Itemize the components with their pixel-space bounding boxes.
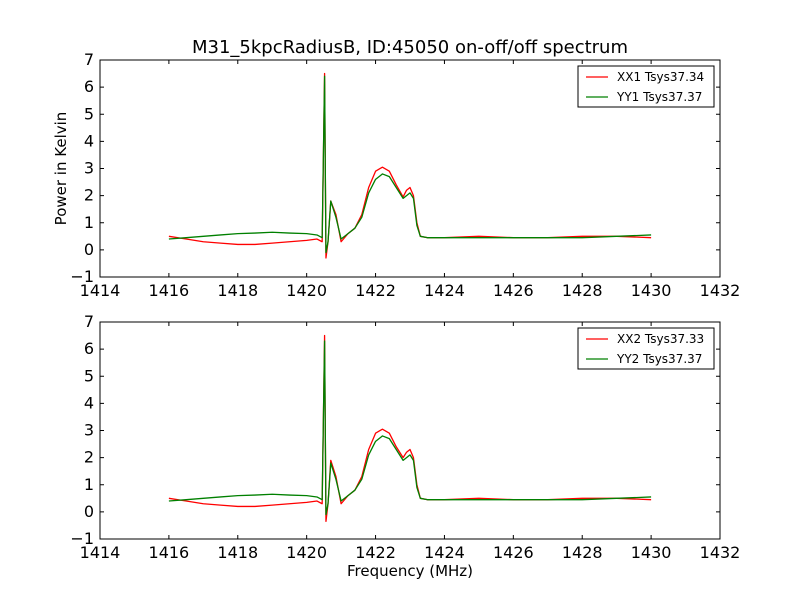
x-tick-label: 1424 — [424, 543, 465, 562]
x-tick-label: 1422 — [355, 281, 396, 300]
y-tick-label: 5 — [84, 104, 94, 123]
y-tick-label: 1 — [84, 475, 94, 494]
y-tick-label: 7 — [84, 50, 94, 69]
x-tick-label: 1426 — [493, 281, 534, 300]
y-tick-label: 2 — [84, 186, 94, 205]
legend-frame — [577, 327, 715, 370]
y-tick-label: 2 — [84, 448, 94, 467]
x-tick-label: 1428 — [562, 281, 603, 300]
legend: XX2 Tsys37.33 YY2 Tsys37.37 — [577, 327, 715, 370]
x-tick-label: 1426 — [493, 543, 534, 562]
y-tick-label: 4 — [84, 393, 94, 412]
series-line-2 — [168, 340, 652, 516]
y-axis-label: Power in Kelvin — [52, 112, 70, 226]
legend-entry: XX1 Tsys37.34 — [617, 70, 704, 84]
x-tick-label: 1414 — [80, 281, 121, 300]
y-tick-label: 6 — [84, 77, 94, 96]
y-tick-label: 3 — [84, 421, 94, 440]
spectrum-panel-1: 1414 1416 1418 1420 1422 1424 1426 1428 1430 1432… — [52, 50, 740, 300]
series-line-2 — [168, 75, 652, 254]
x-tick-label: 1432 — [700, 543, 741, 562]
x-axis-label: Frequency (MHz) — [347, 562, 473, 580]
y-tick-label: 6 — [84, 339, 94, 358]
y-tick-label: 1 — [84, 213, 94, 232]
legend-entry: YY1 Tsys37.37 — [616, 90, 702, 104]
y-tick-label: 3 — [84, 159, 94, 178]
x-tick-label: 1416 — [149, 543, 190, 562]
x-tick-label: 1422 — [355, 543, 396, 562]
y-tick-label: −1 — [70, 267, 94, 286]
x-tick-label: 1418 — [217, 281, 258, 300]
legend-entry: XX2 Tsys37.33 — [617, 332, 704, 346]
y-tick-label: 5 — [84, 366, 94, 385]
x-tick-label: 1416 — [149, 281, 190, 300]
y-tick-label: −1 — [70, 529, 94, 548]
x-tick-label: 1420 — [286, 543, 327, 562]
y-tick-label: 0 — [84, 240, 94, 259]
x-tick-label: 1424 — [424, 281, 465, 300]
spectrum-panel-2: 1414 1416 1418 1420 1422 1424 1426 1428 1430 1432… — [70, 312, 740, 580]
legend: XX1 Tsys37.34 YY1 Tsys37.37 — [577, 65, 715, 108]
x-tick-label: 1418 — [217, 543, 258, 562]
chart-title: M31_5kpcRadiusB, ID:45050 on-off/off spe… — [192, 37, 628, 58]
x-tick-label: 1430 — [631, 543, 672, 562]
x-tick-label: 1432 — [700, 281, 741, 300]
y-tick-label: 7 — [84, 312, 94, 331]
y-tick-label: 4 — [84, 131, 94, 150]
panels-layer: 1414 1416 1418 1420 1422 1424 1426 1428 1430 1432… — [52, 50, 740, 580]
x-tick-label: 1428 — [562, 543, 603, 562]
legend-entry: YY2 Tsys37.37 — [616, 352, 702, 366]
x-tick-label: 1414 — [80, 543, 121, 562]
x-tick-label: 1420 — [286, 281, 327, 300]
x-tick-label: 1430 — [631, 281, 672, 300]
y-tick-label: 0 — [84, 502, 94, 521]
legend-frame — [577, 65, 715, 108]
